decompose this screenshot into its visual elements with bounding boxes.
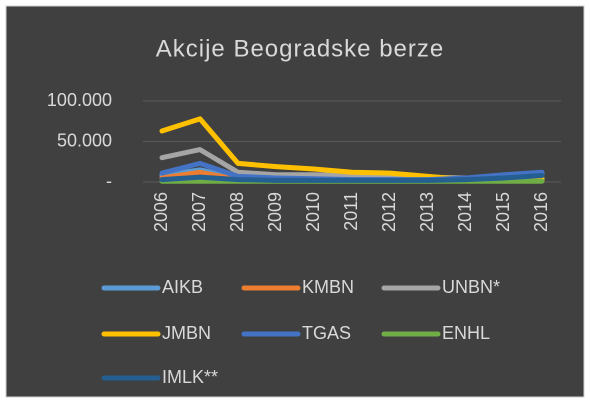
legend-label: UNBN*: [442, 277, 500, 297]
series-line: [159, 173, 545, 183]
y-tick-label: -: [106, 171, 112, 191]
x-tick-label: 2015: [493, 192, 513, 232]
x-tick-label: 2009: [265, 192, 285, 232]
x-tick-label: 2006: [151, 192, 171, 232]
x-tick-label: 2014: [455, 192, 475, 232]
y-tick-label: 50.000: [57, 130, 112, 150]
x-tick-label: 2013: [417, 192, 437, 232]
y-tick-label: 100.000: [47, 90, 112, 110]
x-tick-label: 2008: [227, 192, 247, 232]
legend-label: TGAS: [302, 323, 351, 343]
legend-label: KMBN: [302, 277, 354, 297]
x-tick-label: 2011: [341, 192, 361, 231]
x-tick-label: 2010: [303, 192, 323, 232]
legend-label: ENHL: [442, 323, 490, 343]
chart-title: Akcije Beogradske berze: [156, 35, 444, 62]
x-tick-label: 2016: [531, 192, 551, 232]
x-tick-label: 2012: [379, 192, 399, 232]
legend-label: JMBN: [162, 323, 211, 343]
legend-label: IMLK**: [162, 367, 218, 387]
x-tick-label: 2007: [189, 192, 209, 232]
legend-label: AIKB: [162, 277, 203, 297]
